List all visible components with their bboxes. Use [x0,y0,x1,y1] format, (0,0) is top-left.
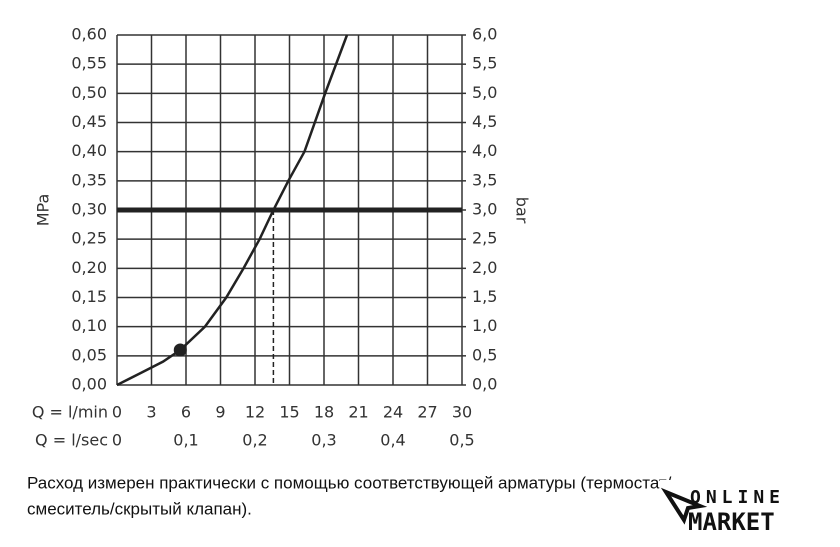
y-tick-label: 0,15 [71,287,107,306]
y2-tick-label: 3,5 [472,170,497,189]
y2-tick-label: 1,0 [472,316,497,335]
x2-tick-label: 0,1 [173,431,198,450]
logo-text: ONLINE [690,487,785,508]
x-axis-label: Q = l/min [32,403,108,422]
x2-tick-label: 0,5 [449,431,474,450]
x2-tick-label: 0,2 [242,431,267,450]
y2-axis-label: bar [513,197,532,224]
y-tick-label: 0,45 [71,112,107,131]
caption-line: Расход измерен практически с помощью соо… [27,473,672,492]
y2-tick-label: 2,0 [472,258,497,277]
x-tick-label: 3 [146,403,156,422]
y-tick-label: 0,55 [71,54,107,73]
y2-tick-label: 6,0 [472,25,497,44]
x2-tick-label: 0,3 [311,431,336,450]
y2-tick-label: 4,5 [472,112,497,131]
x-tick-label: 21 [348,403,368,422]
marker [173,343,187,357]
x-tick-label: 24 [383,403,403,422]
logo-background [660,480,840,547]
y-tick-label: 0,10 [71,316,107,335]
y-tick-label: 0,50 [71,83,107,102]
y-tick-label: 0,00 [71,375,107,394]
y-tick-label: 0,60 [71,25,107,44]
x-tick-label: 0 [112,403,122,422]
y-tick-label: 0,25 [71,229,107,248]
logo-icon [660,487,708,525]
y-tick-label: 0,30 [71,200,107,219]
logo-text: MARKET [688,508,775,536]
x-tick-label: 9 [215,403,225,422]
y2-tick-label: 2,5 [472,229,497,248]
y2-tick-label: 4,0 [472,141,497,160]
x-tick-label: 18 [314,403,334,422]
y2-tick-label: 5,0 [472,83,497,102]
y2-tick-label: 5,5 [472,54,497,73]
curve [116,34,349,387]
y2-tick-label: 0,0 [472,375,497,394]
x-tick-label: 30 [452,403,472,422]
x-tick-label: 6 [181,403,191,422]
y-tick-label: 0,05 [71,345,107,364]
caption-line: смеситель/скрытый клапан). [27,499,252,518]
x2-tick-label: 0,4 [380,431,405,450]
x-tick-label: 27 [417,403,437,422]
y-tick-label: 0,40 [71,141,107,160]
x-tick-label: 15 [279,403,299,422]
x2-tick-label: 0 [112,431,122,450]
y-tick-label: 0,20 [71,258,107,277]
y2-tick-label: 3,0 [472,200,497,219]
x-tick-label: 12 [245,403,265,422]
x2-axis-label: Q = l/sec [35,431,108,450]
y2-tick-label: 1,5 [472,287,497,306]
y-tick-label: 0,35 [71,170,107,189]
y2-tick-label: 0,5 [472,345,497,364]
y-axis-label: MPa [34,194,53,227]
